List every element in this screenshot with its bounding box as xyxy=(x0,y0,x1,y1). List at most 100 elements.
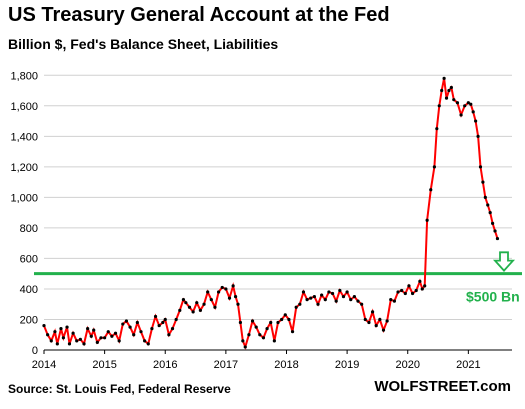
data-point xyxy=(243,345,247,349)
y-axis-ticks: 0 200 400 600 800 1,000 1,200 1,400 1,600 1,800 xyxy=(10,70,38,357)
data-point xyxy=(163,317,167,322)
data-point xyxy=(89,334,93,338)
data-point xyxy=(247,333,251,337)
x-axis-ticks: 2014 2015 2016 2017 2018 2019 2020 2021 xyxy=(32,350,481,371)
data-point xyxy=(429,188,433,192)
data-point xyxy=(449,85,453,90)
data-point xyxy=(392,299,396,303)
data-point xyxy=(345,290,349,294)
x-tick-label: 2018 xyxy=(274,359,298,371)
data-point xyxy=(283,313,287,317)
data-point xyxy=(135,320,139,325)
data-point xyxy=(493,229,497,233)
x-tick-label: 2017 xyxy=(214,359,238,371)
data-point xyxy=(227,296,232,300)
data-point xyxy=(254,325,258,329)
data-point xyxy=(360,302,364,306)
data-point xyxy=(103,336,107,340)
data-point xyxy=(59,327,63,331)
data-point xyxy=(423,284,427,288)
data-point xyxy=(407,284,411,288)
x-tick-label: 2019 xyxy=(335,359,359,371)
data-point xyxy=(459,113,463,117)
data-point xyxy=(420,287,424,291)
data-point xyxy=(233,294,238,299)
data-point xyxy=(75,339,79,343)
data-point xyxy=(67,342,72,346)
y-tick-label: 1,800 xyxy=(10,70,38,82)
data-point xyxy=(224,287,228,291)
data-point xyxy=(385,319,389,323)
data-point xyxy=(261,336,266,340)
data-point xyxy=(170,327,175,331)
data-point xyxy=(198,308,203,312)
data-point xyxy=(298,302,302,306)
data-point xyxy=(231,284,235,288)
data-point xyxy=(178,308,182,312)
data-point xyxy=(440,88,444,93)
data-point xyxy=(349,298,353,302)
x-tick-label: 2016 xyxy=(153,359,177,371)
data-point xyxy=(174,317,178,322)
y-tick-label: 800 xyxy=(20,223,38,235)
data-point xyxy=(495,236,500,241)
data-point xyxy=(128,325,132,329)
data-point xyxy=(414,288,418,293)
data-point xyxy=(374,323,378,328)
data-point xyxy=(367,320,371,325)
data-point xyxy=(491,221,495,225)
down-arrow-icon xyxy=(492,251,516,272)
data-point xyxy=(220,285,224,290)
y-tick-label: 0 xyxy=(32,345,38,357)
data-point xyxy=(338,288,342,293)
data-point xyxy=(447,88,451,93)
data-point xyxy=(437,104,441,108)
data-point xyxy=(241,339,245,343)
data-point xyxy=(113,331,118,335)
data-point xyxy=(425,218,429,222)
data-point xyxy=(435,127,439,131)
data-point xyxy=(206,290,210,294)
data-point xyxy=(213,305,217,309)
data-point xyxy=(92,328,96,332)
data-point xyxy=(184,301,188,305)
data-point xyxy=(238,320,243,325)
data-point xyxy=(124,319,129,323)
data-point xyxy=(82,342,86,346)
data-point xyxy=(99,336,103,340)
data-point xyxy=(290,330,295,334)
data-point xyxy=(323,298,327,302)
data-point xyxy=(272,339,276,343)
data-point xyxy=(481,180,485,184)
y-tick-label: 1,600 xyxy=(10,101,38,113)
data-point xyxy=(216,290,221,294)
data-point xyxy=(471,110,475,114)
data-point xyxy=(442,76,446,80)
data-point xyxy=(121,322,125,326)
data-point xyxy=(478,165,483,169)
data-point xyxy=(381,328,386,332)
data-point xyxy=(276,320,280,325)
data-point xyxy=(301,290,306,294)
data-point xyxy=(95,340,99,344)
y-tick-label: 1,000 xyxy=(10,192,38,204)
data-point xyxy=(143,339,147,343)
y-tick-label: 1,400 xyxy=(10,131,38,143)
x-tick-label: 2015 xyxy=(92,359,116,371)
chart-subtitle: Billion $, Fed's Balance Sheet, Liabilit… xyxy=(8,36,279,52)
y-tick-label: 200 xyxy=(20,314,38,326)
data-point xyxy=(202,302,206,306)
data-point xyxy=(191,310,195,314)
data-point xyxy=(153,314,158,319)
data-point xyxy=(418,279,422,283)
brand-logo-text: WOLFSTREET.com xyxy=(374,378,511,395)
data-point xyxy=(287,317,291,322)
x-tick-label: 2014 xyxy=(32,359,56,371)
reference-line-label: $500 Bn xyxy=(466,289,520,305)
y-tick-label: 600 xyxy=(20,253,38,265)
data-point xyxy=(187,305,192,309)
data-point xyxy=(258,333,262,337)
data-point xyxy=(53,330,57,334)
data-point xyxy=(403,291,407,296)
data-point xyxy=(86,327,90,331)
